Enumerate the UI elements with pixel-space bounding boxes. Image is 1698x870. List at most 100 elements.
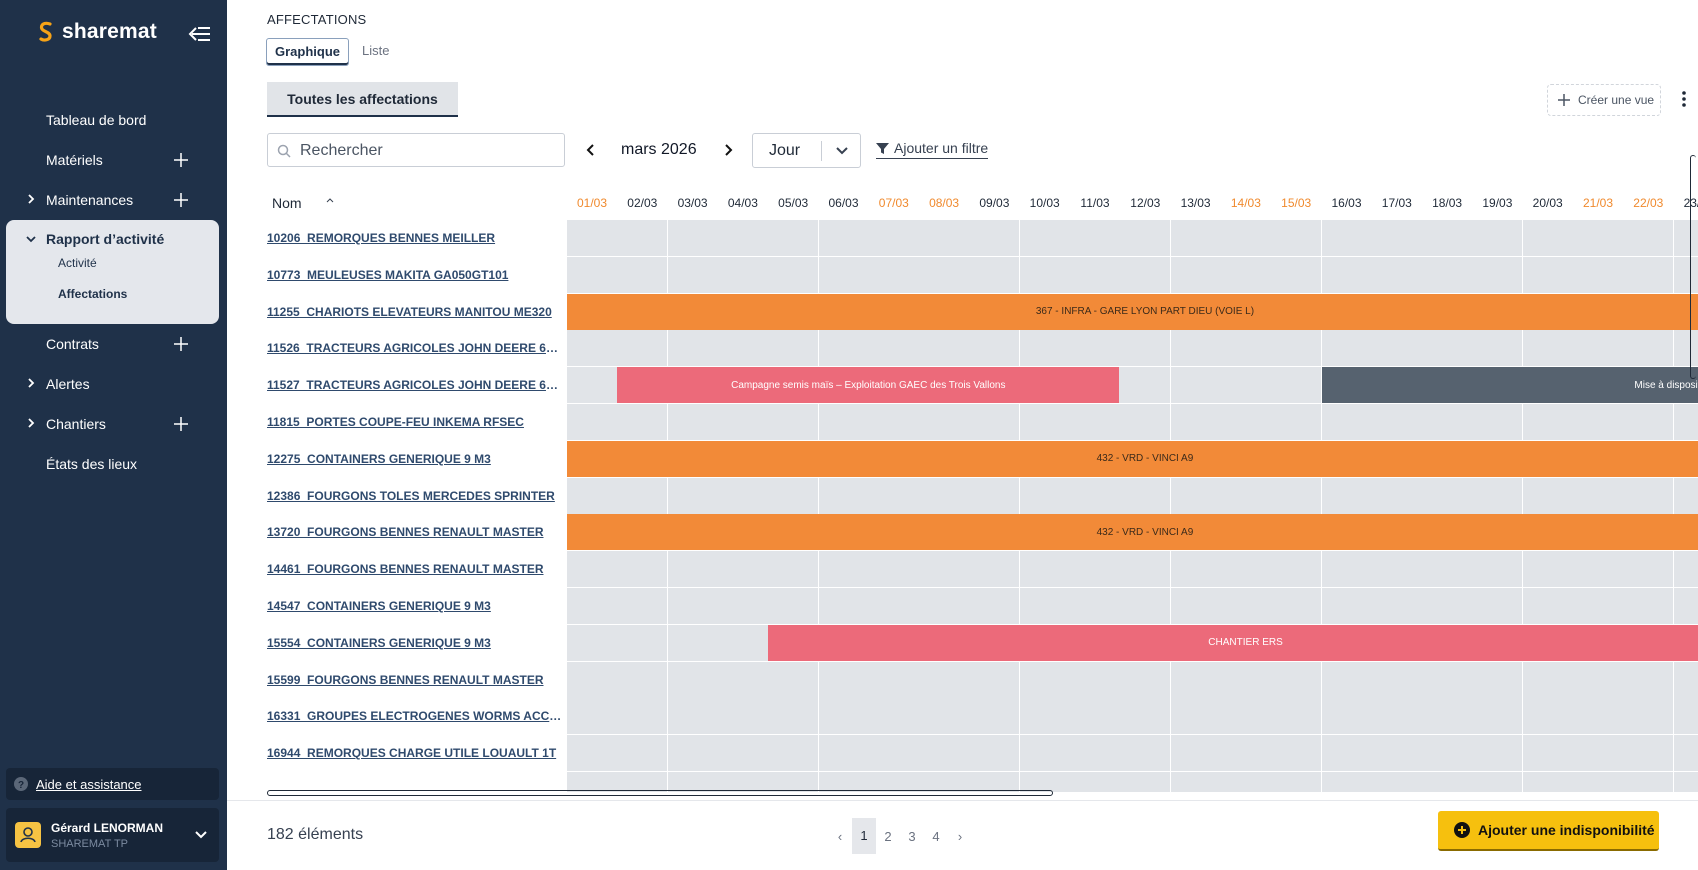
grid-cell[interactable] <box>1522 772 1573 792</box>
grid-cell[interactable] <box>818 698 869 735</box>
pagination-page[interactable]: 2 <box>884 828 892 844</box>
grid-cell[interactable] <box>667 735 718 772</box>
grid-cell[interactable] <box>1623 256 1674 293</box>
grid-cell[interactable] <box>768 330 819 367</box>
grid-cell[interactable] <box>1472 404 1523 440</box>
grid-cell[interactable] <box>1522 735 1573 772</box>
grid-cell[interactable] <box>818 551 869 588</box>
grid-cell[interactable] <box>1070 551 1120 588</box>
grid-cell[interactable] <box>818 404 869 440</box>
grid-cell[interactable] <box>617 772 668 792</box>
grid-cell[interactable] <box>1271 551 1322 588</box>
grid-cell[interactable] <box>919 404 970 440</box>
grid-cell[interactable] <box>1422 551 1473 588</box>
row-equipment-name[interactable]: 13720_FOURGONS BENNES RENAULT MASTER <box>267 525 544 540</box>
grid-cell[interactable] <box>768 404 819 440</box>
grid-cell[interactable] <box>1573 330 1623 367</box>
grid-cell[interactable] <box>1321 661 1372 698</box>
grid-cell[interactable] <box>969 256 1020 293</box>
grid-cell[interactable] <box>1472 330 1523 367</box>
grid-cell[interactable] <box>567 330 617 367</box>
grid-cell[interactable] <box>868 551 919 588</box>
grid-cell[interactable] <box>1220 735 1271 772</box>
grid-cell[interactable] <box>919 772 970 792</box>
grid-cell[interactable] <box>768 735 819 772</box>
grid-cell[interactable] <box>1522 661 1573 698</box>
grid-cell[interactable] <box>1220 367 1271 404</box>
grid-cell[interactable] <box>717 477 768 514</box>
grid-cell[interactable] <box>1573 220 1623 256</box>
grid-cell[interactable] <box>1220 551 1271 588</box>
grid-cell[interactable] <box>1472 477 1523 514</box>
grid-cell[interactable] <box>919 330 970 367</box>
grid-cell[interactable] <box>1019 404 1070 440</box>
sidebar-item-alertes[interactable]: Alertes <box>0 364 227 404</box>
sidebar-item-tableau-de-bord[interactable]: Tableau de bord <box>0 100 227 140</box>
grid-cell[interactable] <box>717 256 768 293</box>
assignment-bar[interactable]: 432 - VRD - VINCI A9 <box>567 514 1698 551</box>
grid-cell[interactable] <box>1673 661 1698 698</box>
grid-cell[interactable] <box>1522 330 1573 367</box>
collapse-sidebar-icon[interactable] <box>188 24 212 44</box>
row-equipment-name[interactable]: 16944_REMORQUES CHARGE UTILE LOUAULT 1T <box>267 746 557 761</box>
grid-cell[interactable] <box>1422 588 1473 624</box>
grid-cell[interactable] <box>1170 772 1221 792</box>
grid-cell[interactable] <box>1120 404 1171 440</box>
grid-cell[interactable] <box>1422 477 1473 514</box>
grid-cell[interactable] <box>1170 698 1221 735</box>
grid-cell[interactable] <box>768 661 819 698</box>
row-equipment-name[interactable]: 15554_CONTAINERS GENERIQUE 9 M3 <box>267 635 491 650</box>
grid-cell[interactable] <box>1220 698 1271 735</box>
grid-cell[interactable] <box>969 404 1020 440</box>
grid-cell[interactable] <box>1070 477 1120 514</box>
grid-cell[interactable] <box>1371 404 1422 440</box>
grid-cell[interactable] <box>667 220 718 256</box>
grid-cell[interactable] <box>1623 330 1674 367</box>
grid-cell[interactable] <box>717 588 768 624</box>
plus-icon[interactable] <box>173 192 189 208</box>
grid-cell[interactable] <box>1120 477 1171 514</box>
grid-cell[interactable] <box>1019 661 1070 698</box>
grid-cell[interactable] <box>868 256 919 293</box>
grid-cell[interactable] <box>667 624 718 661</box>
grid-cell[interactable] <box>969 551 1020 588</box>
grid-cell[interactable] <box>1120 367 1171 404</box>
grid-cell[interactable] <box>1472 698 1523 735</box>
grid-cell[interactable] <box>1120 661 1171 698</box>
grid-cell[interactable] <box>1371 330 1422 367</box>
grid-cell[interactable] <box>818 735 869 772</box>
help-link[interactable]: ? Aide et assistance <box>6 768 219 800</box>
grid-cell[interactable] <box>1422 404 1473 440</box>
grid-cell[interactable] <box>868 698 919 735</box>
grid-cell[interactable] <box>667 404 718 440</box>
grid-cell[interactable] <box>567 624 617 661</box>
grid-cell[interactable] <box>1321 551 1372 588</box>
pagination-prev[interactable]: ‹ <box>837 828 843 844</box>
grid-cell[interactable] <box>667 551 718 588</box>
grid-cell[interactable] <box>567 367 617 404</box>
grid-cell[interactable] <box>969 661 1020 698</box>
grid-cell[interactable] <box>1673 330 1698 367</box>
grid-cell[interactable] <box>1623 588 1674 624</box>
row-equipment-name[interactable]: 15599_FOURGONS BENNES RENAULT MASTER <box>267 672 544 687</box>
grid-cell[interactable] <box>818 256 869 293</box>
grid-cell[interactable] <box>1220 256 1271 293</box>
grid-cell[interactable] <box>1673 256 1698 293</box>
row-equipment-name[interactable] <box>267 772 567 792</box>
row-equipment-name[interactable]: 16331_GROUPES ELECTROGENES WORMS ACCESS … <box>267 709 567 724</box>
view-tab-all[interactable]: Toutes les affectations <box>267 82 458 117</box>
grid-cell[interactable] <box>1623 220 1674 256</box>
grid-cell[interactable] <box>1070 404 1120 440</box>
grid-cell[interactable] <box>1371 551 1422 588</box>
next-month-icon[interactable] <box>722 143 734 157</box>
grid-cell[interactable] <box>667 330 718 367</box>
grid-cell[interactable] <box>717 220 768 256</box>
grid-cell[interactable] <box>717 661 768 698</box>
grid-cell[interactable] <box>1220 330 1271 367</box>
grid-cell[interactable] <box>1623 772 1674 792</box>
grid-cell[interactable] <box>919 698 970 735</box>
grid-cell[interactable] <box>1472 661 1523 698</box>
grid-cell[interactable] <box>1371 661 1422 698</box>
grid-cell[interactable] <box>667 698 718 735</box>
grid-cell[interactable] <box>919 588 970 624</box>
